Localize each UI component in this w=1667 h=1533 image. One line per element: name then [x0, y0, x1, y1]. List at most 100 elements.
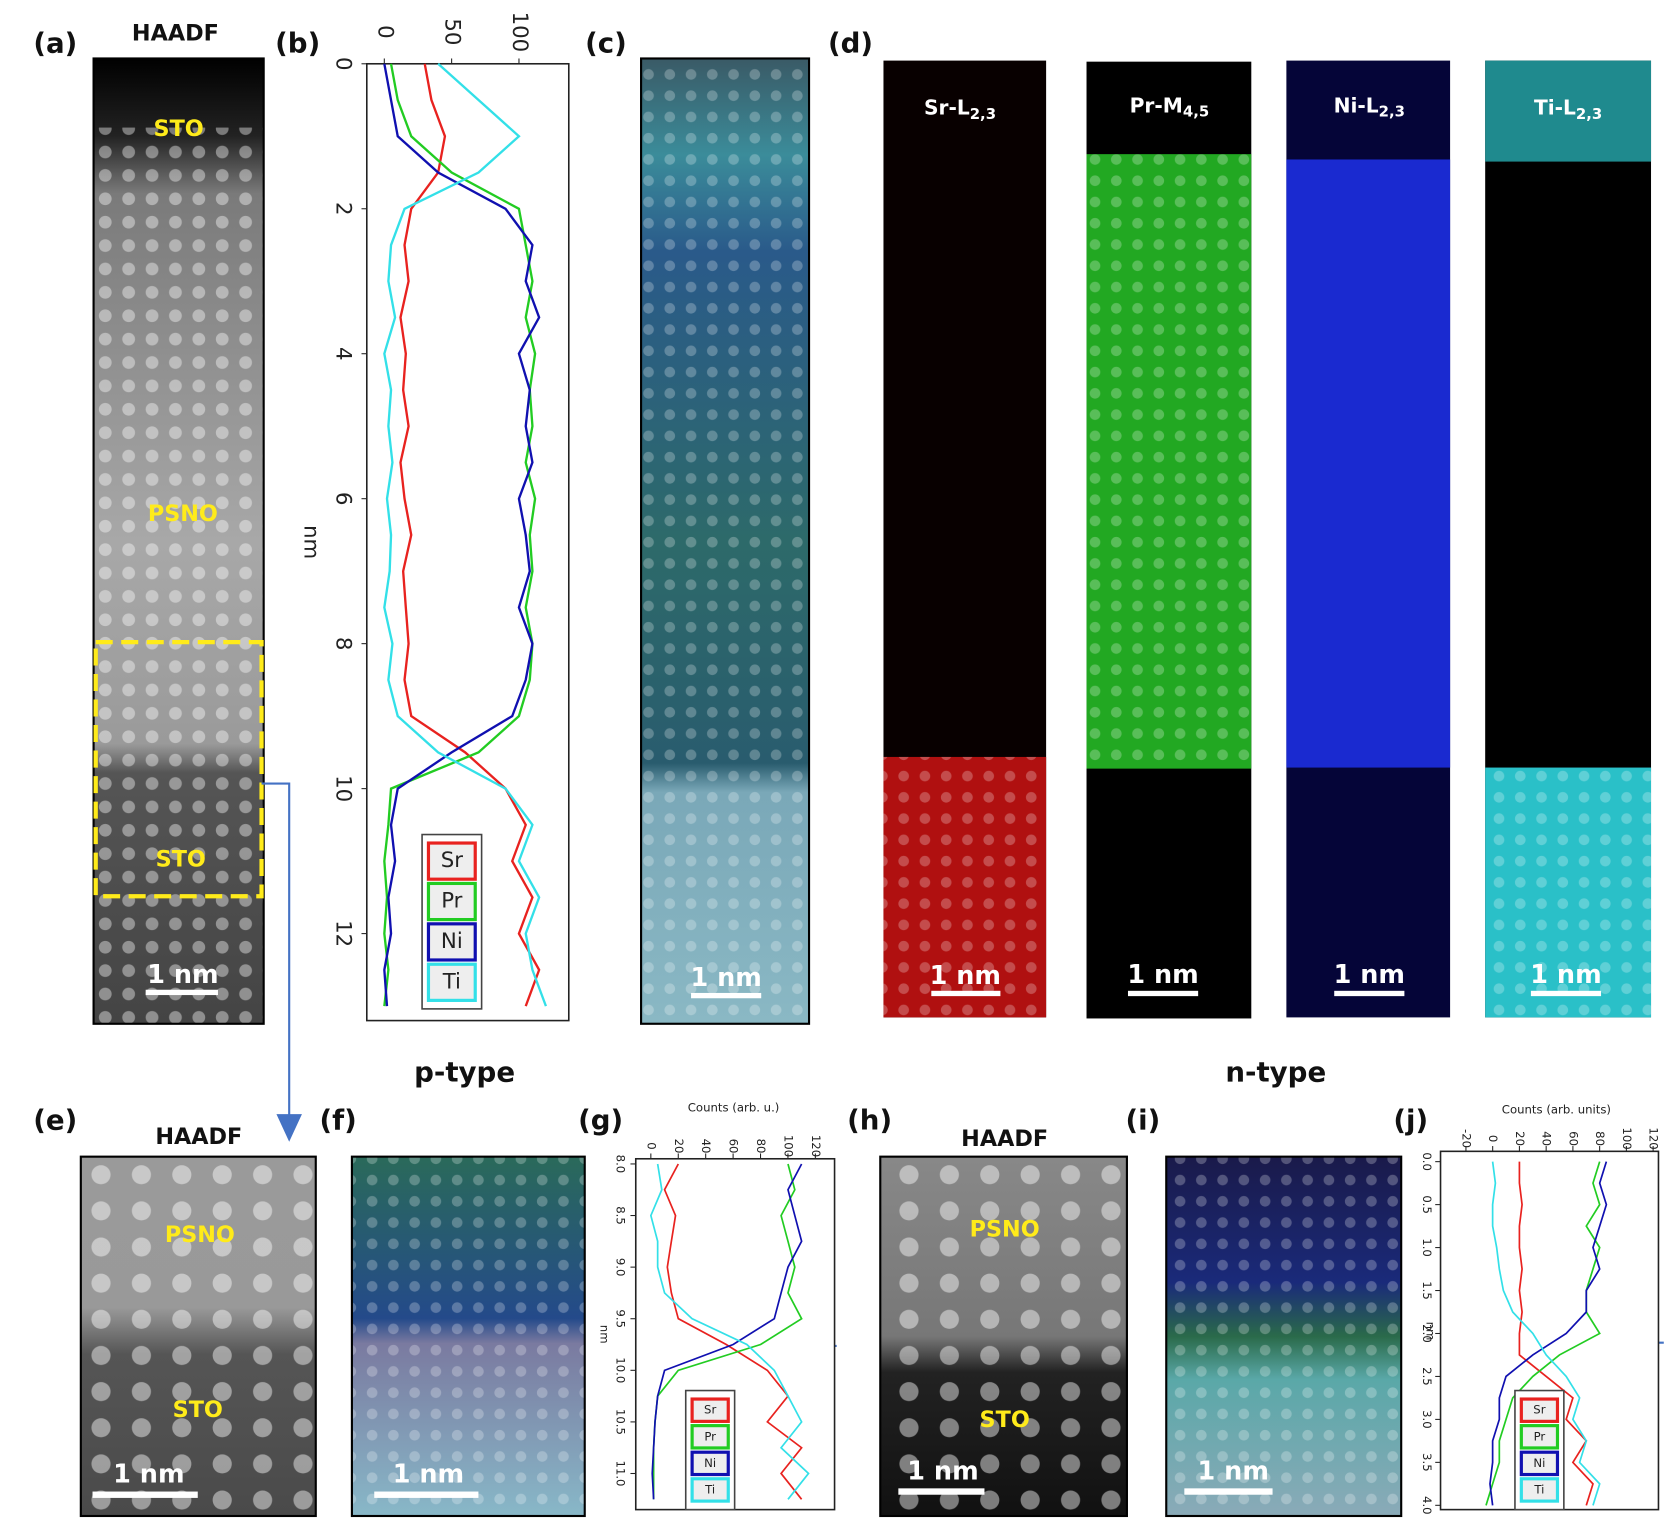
tick-label: 0: [330, 57, 355, 71]
panel-label: (i): [1125, 1104, 1160, 1137]
scale-bar: [374, 1491, 479, 1498]
panel-label: (g): [578, 1104, 623, 1137]
legend-swatch: [426, 922, 477, 962]
tick-label: 0.0: [1420, 1152, 1434, 1171]
legend-label: Pr: [704, 1429, 716, 1443]
ni-region: [1286, 159, 1451, 768]
scale-label: 1 nm: [690, 963, 761, 993]
panel-label: (d): [828, 27, 873, 60]
scale-bar: [145, 989, 218, 996]
heading: p-type: [414, 1056, 515, 1089]
tick-label: 1.0: [1420, 1238, 1434, 1257]
image-title: HAADF: [132, 21, 219, 47]
scale-bar: [1334, 990, 1405, 997]
legend-label: Sr: [1533, 1403, 1545, 1417]
tick-label: 8: [330, 637, 355, 651]
scale-bar: [1530, 990, 1602, 997]
tick-label: 12: [330, 920, 355, 947]
legend-swatch: [690, 1477, 730, 1503]
axis-label: Counts (arb. u.): [688, 1100, 780, 1114]
scale-bar: [898, 1488, 985, 1495]
scale-label: 1 nm: [907, 1456, 978, 1486]
scale-bar: [92, 1491, 198, 1498]
lattice: [881, 1157, 1126, 1515]
tick-label: 100: [781, 1135, 795, 1157]
scale-label: 1 nm: [147, 960, 218, 990]
legend-label: Ti: [1533, 1482, 1544, 1496]
tick-label: 9.0: [613, 1258, 627, 1277]
map-label: Pr-M4,5: [1130, 93, 1210, 121]
scale-label: 1 nm: [393, 1460, 464, 1490]
arrow-head: [276, 1114, 302, 1142]
tick-label: 0: [644, 1142, 658, 1149]
arrow: [261, 782, 291, 1119]
lattice: [81, 1157, 315, 1515]
tick-label: 2.0: [1420, 1324, 1434, 1343]
axis-label: Counts (arb. units): [1502, 1102, 1611, 1116]
tick-label: 3.0: [1420, 1410, 1434, 1429]
panel-label: (j): [1393, 1104, 1428, 1137]
tick-label: 60: [727, 1139, 741, 1154]
legend-swatch: [1519, 1424, 1560, 1450]
axis-label: nm: [1423, 1322, 1437, 1341]
axis-label: nm: [298, 525, 323, 559]
scale-label: 1 nm: [1127, 960, 1198, 990]
profile-line: [1491, 1161, 1601, 1506]
legend-label: Pr: [441, 889, 462, 914]
profile-line: [1485, 1161, 1601, 1506]
tick-label: 9.5: [613, 1309, 627, 1328]
tick-label: 1.5: [1420, 1281, 1434, 1300]
tick-label: 10.5: [613, 1409, 627, 1435]
tick-label: 11.0: [613, 1460, 627, 1486]
legend-swatch: [426, 962, 477, 1002]
tick-label: 20: [672, 1139, 686, 1154]
legend-swatch: [690, 1424, 730, 1450]
profile-line: [383, 63, 537, 1007]
layer-label: STO: [153, 116, 203, 142]
legend-label: Ti: [704, 1482, 715, 1496]
legend-swatch: [690, 1397, 730, 1423]
layer-label: STO: [173, 1397, 223, 1423]
panel-label: (c): [585, 27, 627, 60]
legend-label: Ti: [442, 969, 461, 994]
lattice: [1086, 154, 1252, 769]
tick-label: 10: [330, 775, 355, 802]
tick-label: 8.0: [613, 1155, 627, 1174]
scale-bar: [931, 990, 1001, 997]
map-label: Ti-L2,3: [1534, 95, 1602, 123]
tick-label: 4.0: [1420, 1496, 1434, 1515]
legend-swatch: [1519, 1450, 1560, 1477]
legend-label: Ni: [1533, 1456, 1545, 1470]
scale-label: 1 nm: [1334, 960, 1405, 990]
legend-label: Sr: [441, 848, 463, 873]
tick-label: 40: [1540, 1131, 1554, 1146]
panel-label: (e): [33, 1104, 77, 1137]
tick-label: 4: [330, 347, 355, 361]
tick-label: 120: [809, 1135, 823, 1157]
scale-label: 1 nm: [1530, 960, 1601, 990]
axis-label: nm: [597, 1325, 611, 1344]
panel-label: (h): [847, 1104, 892, 1137]
tick-label: 2: [330, 202, 355, 216]
legend-swatch: [1519, 1477, 1560, 1503]
scale-bar: [1184, 1488, 1273, 1495]
tick-label: 80: [754, 1139, 768, 1154]
map-label: Sr-L2,3: [924, 95, 996, 123]
tick-label: 60: [1566, 1131, 1580, 1146]
tick-label: 0: [372, 25, 397, 39]
profile-line: [1489, 1161, 1608, 1506]
map-label: Ni-L2,3: [1334, 93, 1405, 121]
lattice: [642, 59, 808, 1023]
scale-label: 1 nm: [930, 961, 1001, 991]
profile-line: [383, 63, 541, 1007]
profile-line: [663, 1163, 803, 1500]
heading: n-type: [1225, 1056, 1326, 1089]
profile-line: [651, 1163, 803, 1500]
profile-line: [1518, 1161, 1594, 1506]
profile-line: [399, 63, 541, 1007]
tick-label: 120: [1647, 1127, 1661, 1149]
scale-bar: [1127, 990, 1199, 997]
tick-label: 80: [1593, 1131, 1607, 1146]
profile-line: [383, 62, 548, 1007]
